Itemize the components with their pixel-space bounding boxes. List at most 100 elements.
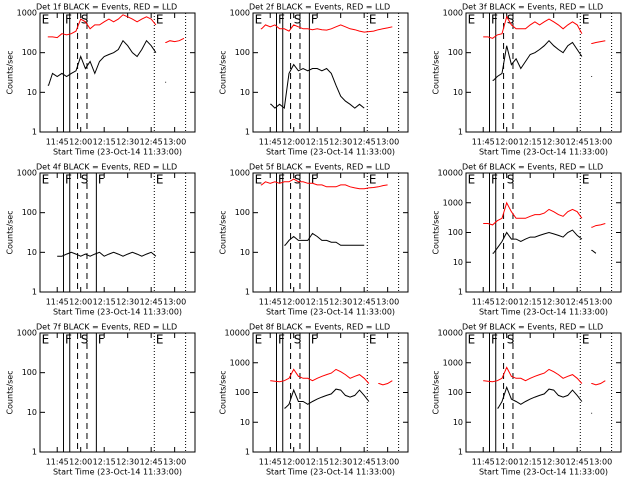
event-label: S xyxy=(294,173,302,187)
y-axis-label: Counts/sec xyxy=(6,370,15,414)
event-label: E xyxy=(42,13,50,27)
x-tick-label: 11:45 xyxy=(46,458,69,467)
event-label: S xyxy=(81,13,89,27)
event-label: S xyxy=(294,13,302,27)
y-tick-label: 100 xyxy=(448,228,463,237)
series-line xyxy=(47,39,167,86)
x-tick-label: 12:45 xyxy=(566,298,589,307)
y-axis-label: Counts/sec xyxy=(432,50,441,94)
x-tick-label: 12:00 xyxy=(282,138,305,147)
event-label: E xyxy=(42,173,50,187)
x-tick-label: 12:30 xyxy=(542,138,565,147)
series-line xyxy=(492,229,597,254)
event-label: F xyxy=(278,13,285,27)
event-label: F xyxy=(278,333,285,347)
event-label: F xyxy=(311,13,318,27)
x-tick-label: 13:00 xyxy=(376,138,399,147)
chart-title: Det 7f BLACK = Events, RED = LLD xyxy=(36,323,177,332)
chart-title: Det 6f BLACK = Events, RED = LLD xyxy=(462,163,603,172)
x-axis-label: Start Time (23-Oct-14 11:33:00) xyxy=(266,148,395,157)
y-tick-label: 1000 xyxy=(443,358,463,367)
y-tick-label: 1 xyxy=(245,128,250,137)
x-tick-label: 12:45 xyxy=(353,458,376,467)
y-tick-label: 10 xyxy=(453,88,463,97)
x-tick-label: 12:30 xyxy=(329,458,352,467)
x-tick-label: 12:30 xyxy=(329,298,352,307)
x-tick-label: 12:15 xyxy=(519,138,542,147)
x-tick-label: 13:00 xyxy=(376,458,399,467)
plot-frame xyxy=(465,12,622,133)
event-label: E xyxy=(255,173,263,187)
panel: Det 2f BLACK = Events, RED = LLD Counts/s… xyxy=(219,3,409,157)
x-tick-label: 13:00 xyxy=(163,458,186,467)
y-tick-label: 1000 xyxy=(443,198,463,207)
x-tick-label: 13:00 xyxy=(163,138,186,147)
y-tick-label: 1000 xyxy=(230,358,250,367)
x-axis-label: Start Time (23-Oct-14 11:33:00) xyxy=(53,468,182,477)
y-tick-label: 1000 xyxy=(443,9,463,18)
x-tick-label: 13:00 xyxy=(589,138,612,147)
panel: Det 1f BLACK = Events, RED = LLD Counts/s… xyxy=(6,3,196,157)
y-axis-label: Counts/sec xyxy=(432,370,441,414)
event-label: F xyxy=(98,173,105,187)
series-line xyxy=(497,385,593,414)
y-tick-label: 10000 xyxy=(438,169,463,178)
y-tick-label: 10 xyxy=(453,258,463,267)
x-axis-label: Start Time (23-Oct-14 11:33:00) xyxy=(479,468,608,477)
y-tick-label: 100 xyxy=(22,208,37,217)
y-tick-label: 100 xyxy=(448,388,463,397)
event-label: E xyxy=(156,13,164,27)
x-tick-label: 12:15 xyxy=(519,458,542,467)
event-label: F xyxy=(278,173,285,187)
x-tick-label: 13:00 xyxy=(589,298,612,307)
x-tick-label: 12:00 xyxy=(69,458,92,467)
panel: Det 6f BLACK = Events, RED = LLD Counts/s… xyxy=(432,163,622,317)
x-tick-label: 12:45 xyxy=(353,298,376,307)
x-tick-label: 12:45 xyxy=(566,458,589,467)
y-tick-label: 1 xyxy=(458,288,463,297)
y-tick-label: 1000 xyxy=(17,329,37,338)
x-tick-label: 12:15 xyxy=(93,298,116,307)
event-label: E xyxy=(255,333,263,347)
plot-frame xyxy=(252,172,409,293)
event-label: E xyxy=(369,333,377,347)
x-tick-label: 11:45 xyxy=(46,298,69,307)
chart-title: Det 3f BLACK = Events, RED = LLD xyxy=(462,3,603,12)
y-tick-label: 10 xyxy=(240,88,250,97)
y-tick-label: 100 xyxy=(235,48,250,57)
series-line xyxy=(260,178,388,190)
series-line xyxy=(284,232,365,246)
plot-frame xyxy=(252,12,409,133)
series-line xyxy=(483,15,606,44)
x-axis-label: Start Time (23-Oct-14 11:33:00) xyxy=(479,308,608,317)
x-tick-label: 12:30 xyxy=(116,298,139,307)
plot-frame xyxy=(39,172,196,293)
series-line xyxy=(483,366,606,386)
x-tick-label: 12:30 xyxy=(542,458,565,467)
y-tick-label: 1 xyxy=(245,288,250,297)
panel: Det 9f BLACK = Events, RED = LLD Counts/s… xyxy=(432,323,622,477)
plot-frame xyxy=(39,332,196,453)
event-label: F xyxy=(311,173,318,187)
event-label: E xyxy=(468,333,476,347)
x-tick-label: 12:15 xyxy=(306,138,329,147)
series-line xyxy=(270,63,365,110)
event-label: S xyxy=(81,333,89,347)
x-tick-label: 12:30 xyxy=(116,138,139,147)
x-tick-label: 11:45 xyxy=(472,298,495,307)
panel: Det 8f BLACK = Events, RED = LLD Counts/s… xyxy=(219,323,409,477)
y-axis-label: Counts/sec xyxy=(432,210,441,254)
plot-frame xyxy=(39,12,196,133)
panel: Det 7f BLACK = Events, RED = LLD Counts/s… xyxy=(6,323,196,477)
x-tick-label: 12:00 xyxy=(69,138,92,147)
y-tick-label: 1 xyxy=(32,128,37,137)
x-tick-label: 11:45 xyxy=(46,138,69,147)
x-tick-label: 11:45 xyxy=(259,138,282,147)
y-tick-label: 10 xyxy=(240,248,250,257)
y-tick-label: 1 xyxy=(458,128,463,137)
event-label: F xyxy=(98,333,105,347)
event-label: S xyxy=(507,173,515,187)
event-label: E xyxy=(255,13,263,27)
chart-title: Det 1f BLACK = Events, RED = LLD xyxy=(36,3,177,12)
